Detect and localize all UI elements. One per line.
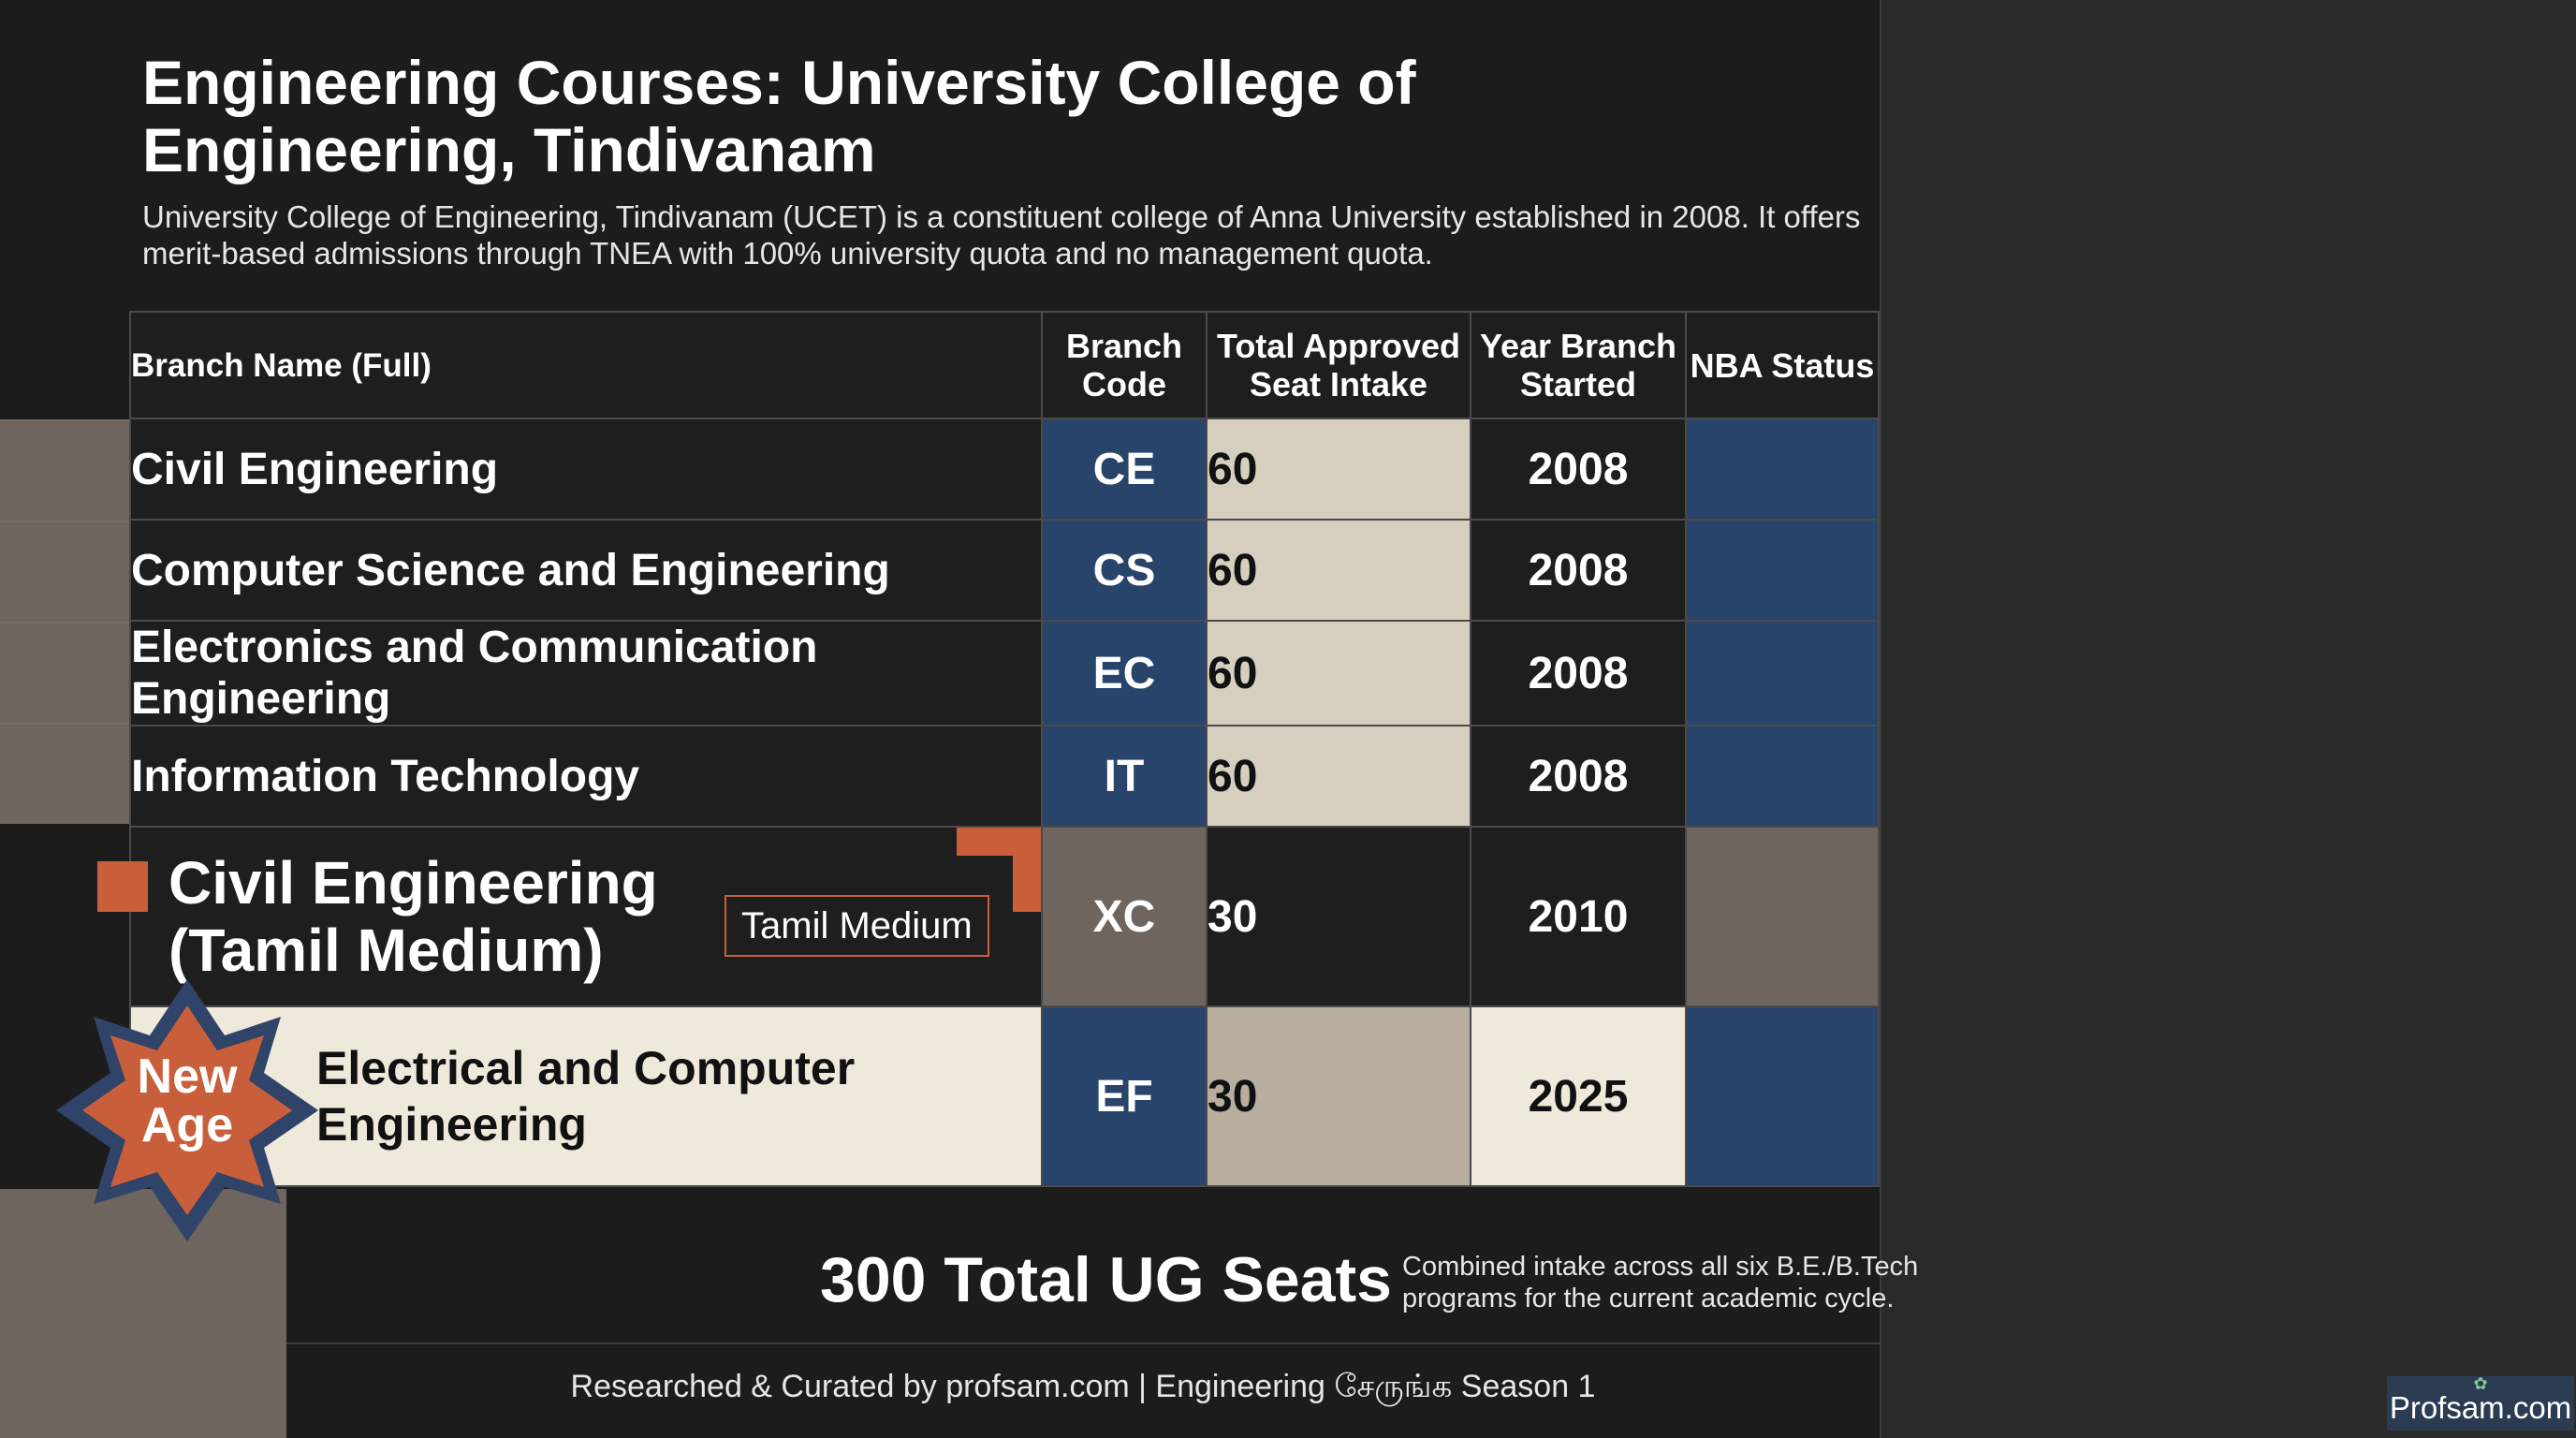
table-row: Electrical and Computer Engineering EF 3… — [129, 1005, 1880, 1187]
footer-credit: Researched & Curated by profsam.com | En… — [570, 1369, 1596, 1404]
header-branch-code: Branch Code — [1041, 311, 1208, 419]
brand-name: Profsam.com — [2389, 1390, 2572, 1425]
branch-code: EC — [1041, 620, 1208, 726]
seat-intake: 30 — [1206, 1005, 1471, 1187]
nba-status — [1685, 725, 1880, 828]
tamil-medium-badge: Tamil Medium — [724, 895, 989, 957]
total-seats-note: Combined intake across all six B.E./B.Te… — [1402, 1252, 1919, 1313]
decor-block-left-lower — [0, 1189, 286, 1438]
branch-name: Electronics and Communication Engineerin… — [129, 620, 1043, 726]
branch-name: Civil Engineering (Tamil Medium) — [168, 849, 658, 984]
corner-bracket-icon — [957, 828, 1041, 912]
table-row: Civil Engineering (Tamil Medium) Tamil M… — [97, 826, 1880, 1007]
year-started: 2008 — [1470, 418, 1687, 521]
branch-name: Information Technology — [129, 725, 1043, 828]
table-row: Information Technology IT 60 2008 — [129, 725, 1880, 828]
right-panel — [1880, 0, 2576, 1438]
brand-logo: ✿ Profsam.com — [2387, 1374, 2574, 1431]
branch-name: Civil Engineering — [129, 418, 1043, 521]
branch-code: IT — [1041, 725, 1208, 828]
seat-intake: 60 — [1206, 725, 1471, 828]
brand-leaf-icon: ✿ — [2473, 1374, 2488, 1393]
header-nba-status: NBA Status — [1685, 311, 1880, 419]
page-title: Engineering Courses: University College … — [142, 48, 1416, 184]
year-started: 2010 — [1470, 826, 1687, 1007]
nba-status — [1685, 418, 1880, 521]
seat-intake: 60 — [1206, 620, 1471, 726]
nba-status — [1685, 519, 1880, 622]
courses-table: Branch Name (Full) Branch Code Total App… — [97, 311, 1880, 1187]
nba-status — [1685, 620, 1880, 726]
year-started: 2008 — [1470, 620, 1687, 726]
year-started: 2008 — [1470, 725, 1687, 828]
nba-status — [1685, 1005, 1880, 1187]
table-header-row: Branch Name (Full) Branch Code Total App… — [129, 311, 1880, 419]
new-age-badge: New Age — [137, 1049, 238, 1152]
year-started: 2025 — [1470, 1005, 1687, 1187]
year-started: 2008 — [1470, 519, 1687, 622]
table-row: Civil Engineering CE 60 2008 — [129, 418, 1880, 521]
branch-code: XC — [1041, 826, 1208, 1007]
highlight-marker — [97, 861, 148, 912]
seat-intake: 30 — [1206, 826, 1471, 1007]
seat-intake: 60 — [1206, 519, 1471, 622]
header-branch-name: Branch Name (Full) — [129, 311, 1043, 419]
branch-code: CE — [1041, 418, 1208, 521]
table-row: Computer Science and Engineering CS 60 2… — [129, 519, 1880, 622]
new-age-star-icon — [56, 979, 318, 1241]
seat-intake: 60 — [1206, 418, 1471, 521]
branch-code: EF — [1041, 1005, 1208, 1187]
decor-block-left-upper — [0, 419, 129, 824]
branch-name-cell: Civil Engineering (Tamil Medium) Tamil M… — [97, 826, 1043, 1007]
footer-divider — [286, 1343, 1880, 1344]
decor-grid-left-upper — [0, 419, 129, 824]
page-subtitle: University College of Engineering, Tindi… — [142, 199, 1861, 271]
branch-code: CS — [1041, 519, 1208, 622]
header-seat-intake: Total Approved Seat Intake — [1206, 311, 1471, 419]
total-seats: 300 Total UG Seats — [820, 1244, 1392, 1315]
header-year-started: Year Branch Started — [1470, 311, 1687, 419]
nba-status — [1685, 826, 1880, 1007]
branch-name: Computer Science and Engineering — [129, 519, 1043, 622]
table-row: Electronics and Communication Engineerin… — [129, 620, 1880, 726]
